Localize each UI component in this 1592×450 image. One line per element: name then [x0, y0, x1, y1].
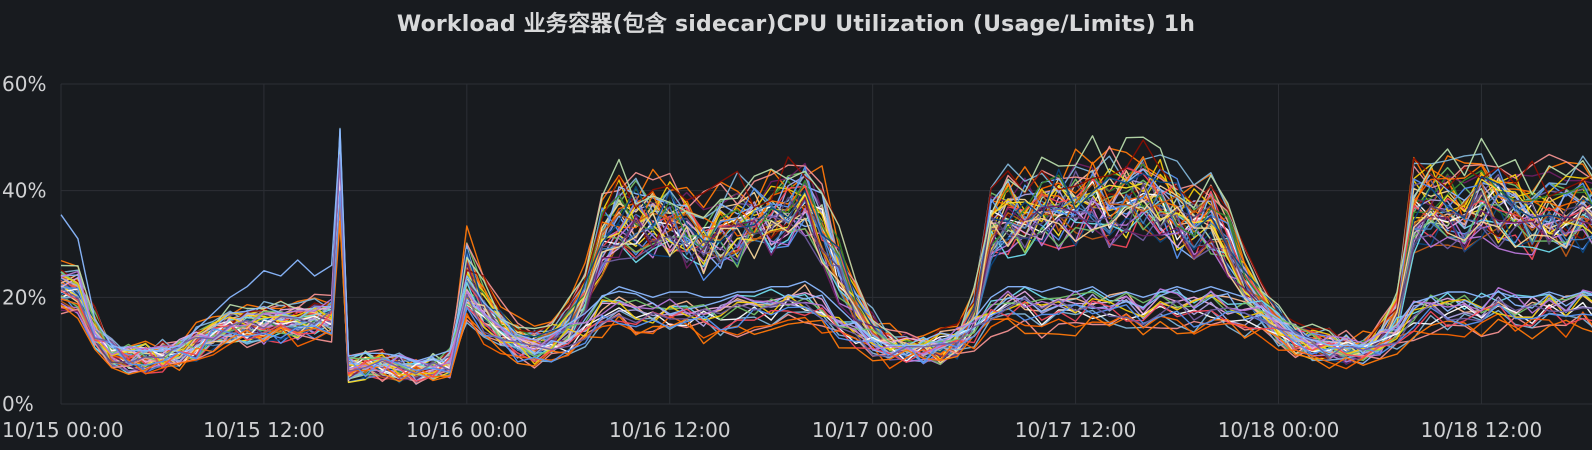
axis-tick-labels: 0% 20% 40% 60% 10/15 00:00 10/15 12:00 10/16 0…	[2, 72, 1542, 442]
x-tick-label-2: 10/16 00:00	[406, 418, 528, 442]
series-line-55	[60, 220, 1592, 382]
x-tick-label-4: 10/17 00:00	[812, 418, 934, 442]
y-tick-label-2: 40%	[2, 179, 46, 203]
y-tick-label-0: 0%	[2, 392, 34, 416]
series-line-54	[60, 128, 1592, 367]
series-line-50	[60, 168, 1592, 377]
series-line-42	[60, 135, 1592, 374]
x-tick-label-3: 10/16 12:00	[609, 418, 731, 442]
x-tick-label-5: 10/17 12:00	[1015, 418, 1137, 442]
series-line-57	[60, 190, 1592, 378]
series-line-59	[60, 154, 1592, 375]
x-tick-label-1: 10/15 12:00	[203, 418, 325, 442]
x-tick-label-0: 10/15 00:00	[2, 418, 124, 442]
series-line-56	[60, 155, 1592, 382]
series-line-41	[60, 176, 1592, 375]
series-line-44	[60, 141, 1592, 370]
y-tick-label-3: 60%	[2, 72, 46, 96]
series-line-58	[60, 162, 1592, 374]
x-tick-label-6: 10/18 00:00	[1218, 418, 1340, 442]
series-layer	[60, 127, 1592, 385]
y-tick-label-1: 20%	[2, 285, 46, 309]
series-line-51	[60, 200, 1592, 378]
panel-title: Workload 业务容器(包含 sidecar)CPU Utilization…	[396, 12, 1196, 37]
x-tick-label-7: 10/18 12:00	[1421, 418, 1543, 442]
series-line-60	[60, 136, 1592, 362]
